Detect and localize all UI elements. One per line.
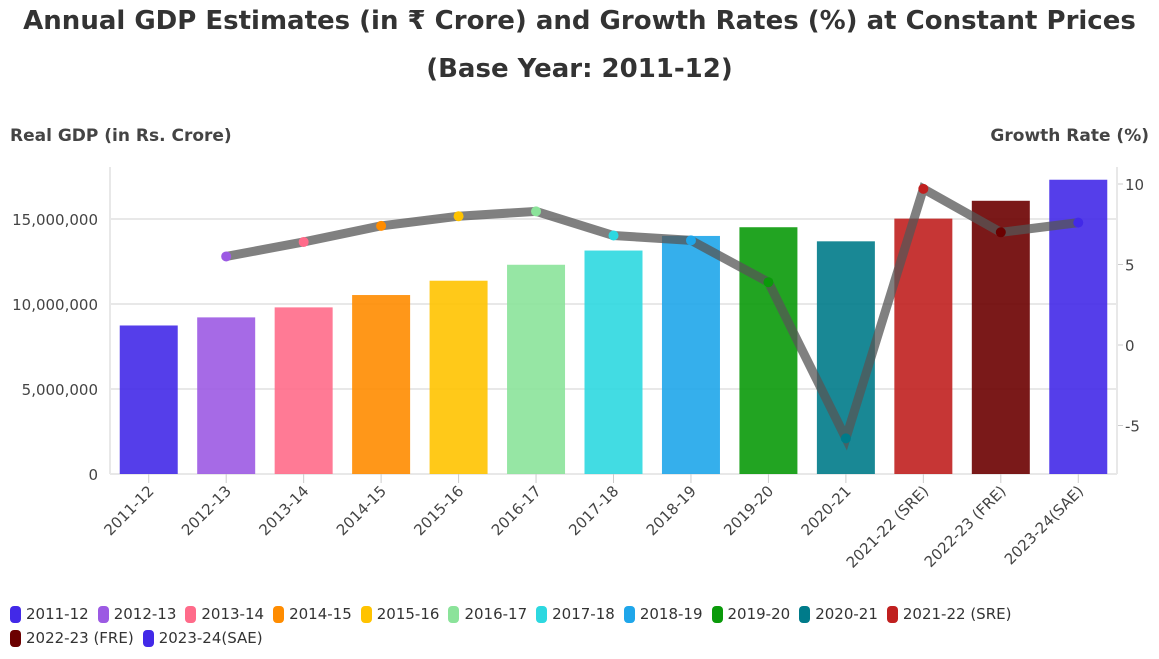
bar-2013-14 (274, 307, 333, 474)
growth-point-2019-20 (763, 277, 774, 288)
legend-label: 2013-14 (201, 605, 265, 623)
bar-2014-15 (352, 295, 411, 474)
legend-swatch (97, 605, 109, 623)
legend-item[interactable]: 2016-17 (448, 604, 527, 624)
growth-point-2014-15 (376, 220, 387, 231)
x-tick-label: 2016-17 (488, 482, 545, 539)
bar-2022-23 (FRE) (971, 200, 1030, 474)
legend-item[interactable]: 2017-18 (536, 604, 615, 624)
x-tick-label: 2011-12 (101, 482, 158, 539)
x-tick-label: 2012-13 (178, 482, 235, 539)
legend-swatch (799, 605, 811, 623)
legend-item[interactable]: 2011-12 (10, 604, 89, 624)
bar-2018-19 (661, 235, 720, 474)
growth-point-2013-14 (298, 236, 309, 247)
legend-swatch (711, 605, 723, 623)
legend-swatch (886, 605, 898, 623)
legend-swatch (536, 605, 548, 623)
legend-label: 2018-19 (639, 605, 703, 623)
x-tick-label: 2019-20 (720, 482, 777, 539)
growth-point-2015-16 (453, 211, 464, 222)
legend-label: 2012-13 (113, 605, 177, 623)
legend-label: 2014-15 (289, 605, 352, 623)
legend-swatch (448, 605, 460, 623)
legend-item[interactable]: 2014-15 (273, 604, 352, 624)
legend-label: 2021-22 (SRE) (902, 605, 1012, 623)
bar-2012-13 (197, 317, 256, 474)
legend-item[interactable]: 2021-22 (SRE) (886, 604, 1012, 624)
x-tick-label: 2023-24(SAE) (1001, 482, 1087, 568)
legend-item[interactable]: 2022-23 (FRE) (10, 628, 134, 648)
legend-label: 2020-21 (815, 605, 878, 623)
growth-point-2017-18 (608, 230, 619, 241)
y-tick-label: 0 (88, 466, 98, 484)
y-tick-label: 15,000,000 (12, 211, 98, 229)
y2-tick-label: 5 (1125, 257, 1135, 275)
plot-area: 0 5,000,000 10,000,000 15,000,000 -5 0 5 10 2011… (12, 167, 1144, 572)
legend-item[interactable]: 2018-19 (623, 604, 703, 624)
y2-tick-label: 0 (1125, 337, 1135, 355)
legend-item[interactable]: 2023-24(SAE) (142, 628, 263, 648)
y2-tick-label: -5 (1125, 418, 1140, 436)
bar-2016-17 (507, 264, 566, 474)
x-tick-label: 2013-14 (255, 482, 312, 539)
legend-label: 2011-12 (26, 605, 89, 623)
legend-label: 2017-18 (552, 605, 615, 623)
growth-rate-line (225, 182, 1079, 451)
bar-2019-20 (739, 227, 798, 474)
legend: 2011-12 2012-13 2013-14 2014-15 2015-16 2016-… (10, 604, 1110, 648)
x-tick-label: 2020-21 (798, 482, 855, 539)
legend-swatch (142, 629, 154, 647)
legend-item[interactable]: 2019-20 (711, 604, 791, 624)
legend-label: 2022-23 (FRE) (26, 629, 134, 647)
legend-swatch (10, 605, 21, 623)
growth-point-2021-22 (SRE) (918, 183, 929, 194)
legend-item[interactable]: 2012-13 (97, 604, 177, 624)
legend-swatch (360, 605, 372, 623)
bar-2011-12 (119, 325, 178, 474)
y-tick-label: 10,000,000 (12, 296, 98, 314)
legend-swatch (623, 605, 635, 623)
legend-label: 2015-16 (376, 605, 440, 623)
growth-point-2023-24(SAE) (1073, 217, 1084, 228)
y-tick-label: 5,000,000 (22, 381, 98, 399)
legend-swatch (273, 605, 285, 623)
x-tick-label: 2015-16 (410, 482, 467, 539)
legend-swatch (10, 629, 21, 647)
legend-item[interactable]: 2015-16 (360, 604, 440, 624)
bar-2015-16 (429, 280, 488, 474)
legend-item[interactable]: 2013-14 (185, 604, 264, 624)
chart-subtitle: (Base Year: 2011-12) (426, 54, 733, 84)
growth-point-2020-21 (840, 433, 851, 444)
growth-point-2012-13 (221, 251, 232, 262)
y2-tick-label: 10 (1125, 176, 1144, 194)
bar-2017-18 (584, 250, 643, 474)
chart-title: Annual GDP Estimates (in ₹ Crore) and Gr… (23, 6, 1136, 36)
y-axis-label: Real GDP (in Rs. Crore) (10, 126, 232, 146)
legend-label: 2016-17 (464, 605, 528, 623)
growth-point-2018-19 (685, 235, 696, 246)
growth-point-2016-17 (531, 206, 542, 217)
x-tick-label: 2017-18 (565, 482, 622, 539)
growth-point-2022-23 (FRE) (995, 227, 1006, 238)
x-tick-label: 2021-22 (SRE) (843, 482, 933, 572)
x-tick-label: 2022-23 (FRE) (921, 482, 1010, 571)
legend-item[interactable]: 2020-21 (799, 604, 878, 624)
x-tick-label: 2014-15 (333, 482, 390, 539)
legend-swatch (185, 605, 197, 623)
legend-label: 2019-20 (727, 605, 791, 623)
x-tick-label: 2018-19 (643, 482, 700, 539)
y2-axis-label: Growth Rate (%) (990, 126, 1149, 146)
legend-label: 2023-24(SAE) (158, 629, 263, 647)
